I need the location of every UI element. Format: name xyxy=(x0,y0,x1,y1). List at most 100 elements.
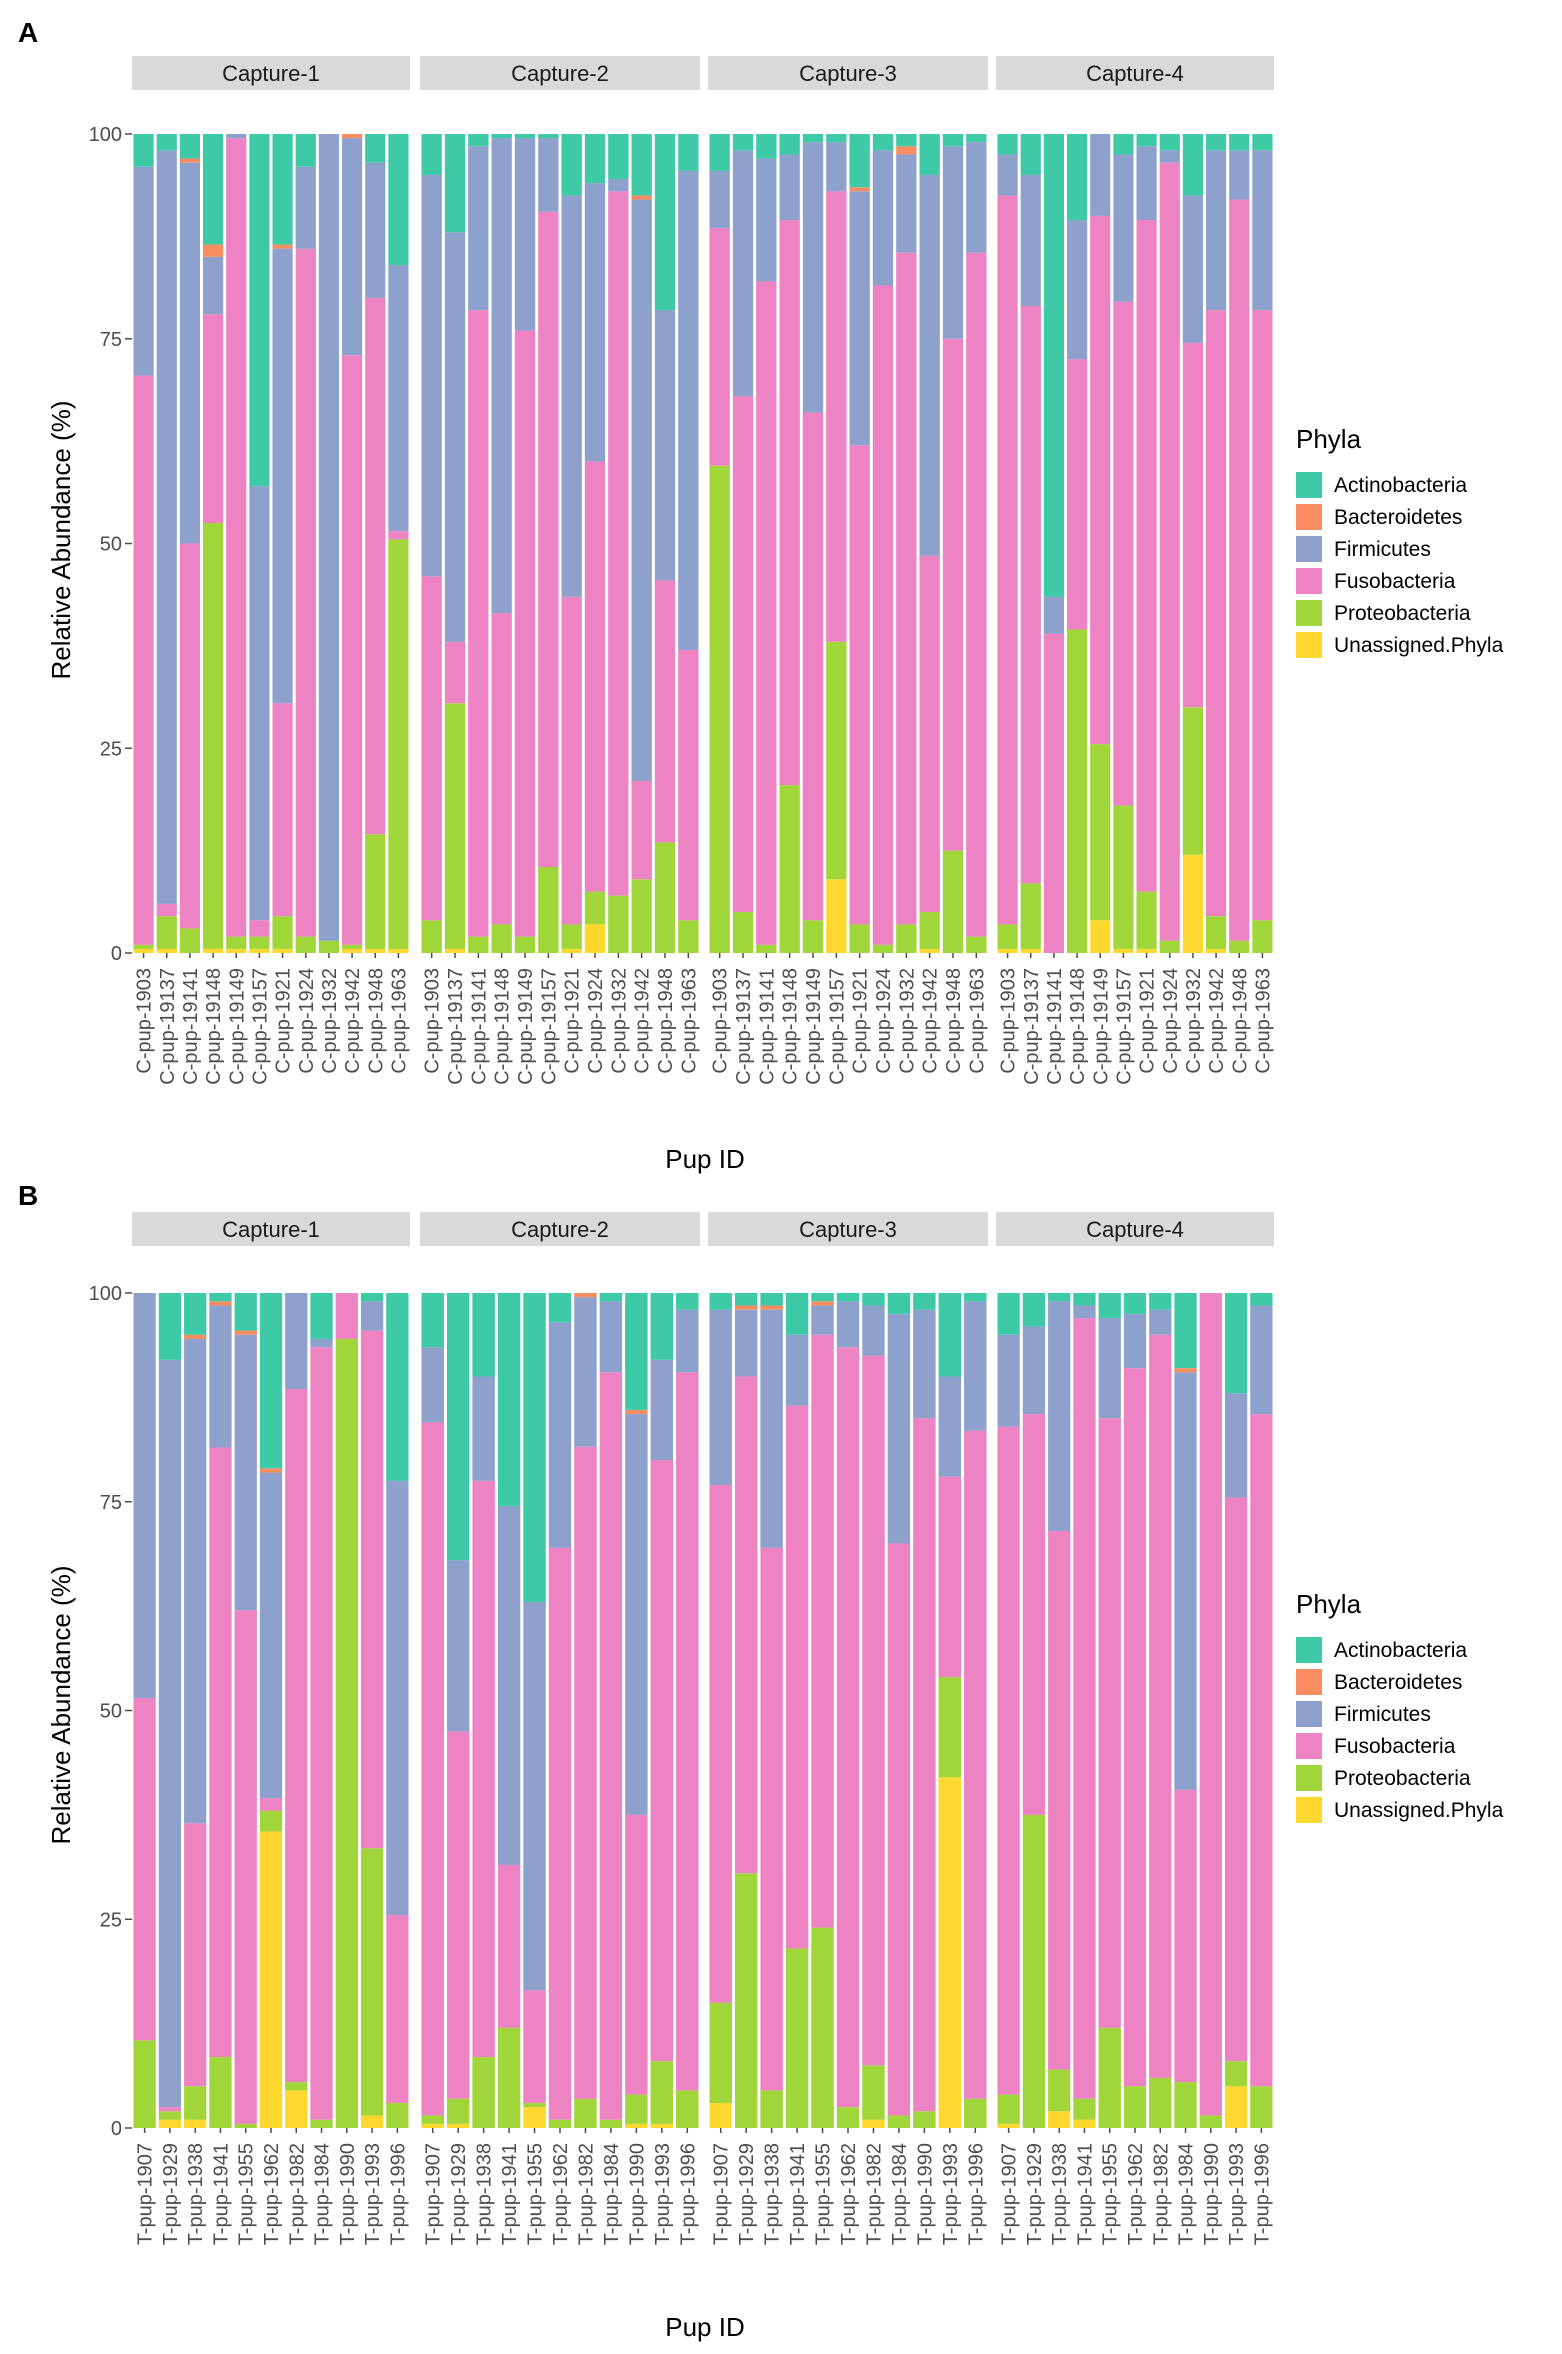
bar-segment-fusobacteria xyxy=(942,338,964,851)
bar-segment-fusobacteria xyxy=(249,920,270,937)
bar-segment-firmicutes xyxy=(249,486,270,921)
stacked-bar-C-pup-1921 xyxy=(1136,134,1157,953)
bar-segment-actinobacteria xyxy=(446,1293,470,1561)
x-tick-label: C-pup-1948 xyxy=(655,968,677,1074)
stacked-bar-C-pup-1948 xyxy=(942,134,964,953)
legend-label-fusobacteria: Fusobacteria xyxy=(1334,570,1456,593)
x-tick-label: T-pup-1984 xyxy=(889,2143,911,2245)
bar-segment-proteobacteria xyxy=(732,912,754,953)
bar-segment-unassigned-phyla xyxy=(421,2123,444,2128)
bar-segment-actinobacteria xyxy=(826,134,847,143)
bar-segment-proteobacteria xyxy=(608,895,629,953)
x-tick-label: C-pup-19148 xyxy=(492,968,514,1085)
bar-segment-proteobacteria xyxy=(1098,2027,1121,2128)
bar-segment-actinobacteria xyxy=(802,134,824,143)
y-axis-title-a: Relative Abundance (%) xyxy=(46,401,76,680)
bar-segment-fusobacteria xyxy=(1224,1497,1248,2062)
bar-segment-actinobacteria xyxy=(133,134,154,167)
x-tick-label: T-pup-1982 xyxy=(1150,2143,1172,2245)
bar-segment-proteobacteria xyxy=(491,924,512,953)
facet-strip-label: Capture-3 xyxy=(799,1217,897,1242)
x-tick-label: T-pup-1996 xyxy=(1251,2143,1273,2245)
bar-segment-proteobacteria xyxy=(1020,883,1041,949)
bar-segment-fusobacteria xyxy=(444,641,466,704)
x-tick-label: T-pup-1962 xyxy=(1125,2143,1147,2245)
bar-segment-actinobacteria xyxy=(997,1293,1020,1335)
stacked-bar-C-pup-1948 xyxy=(365,134,386,953)
bar-segment-fusobacteria xyxy=(966,252,987,937)
bar-segment-proteobacteria xyxy=(964,2098,987,2128)
bar-segment-firmicutes xyxy=(760,1309,783,1548)
bar-segment-fusobacteria xyxy=(1048,1530,1071,2070)
bar-segment-fusobacteria xyxy=(676,1372,699,2091)
stacked-bar-C-pup-1942 xyxy=(919,134,940,953)
bar-segment-firmicutes xyxy=(1229,150,1250,200)
stacked-bar-T-pup-1938 xyxy=(184,1293,207,2128)
bar-segment-firmicutes xyxy=(1022,1326,1046,1415)
bar-segment-actinobacteria xyxy=(872,134,894,151)
bar-segment-firmicutes xyxy=(756,158,777,282)
x-tick-label: C-pup-1921 xyxy=(562,968,584,1074)
bar-segment-fusobacteria xyxy=(1098,1418,1121,2028)
bar-segment-actinobacteria xyxy=(1073,1293,1096,1306)
bar-segment-actinobacteria xyxy=(964,1293,987,1302)
x-tick-label: T-pup-1990 xyxy=(914,2143,936,2245)
facet-capture-3: Capture-3C-pup-1903 C-pup-19137 C-pup-1914… xyxy=(708,56,988,1085)
bar-segment-firmicutes xyxy=(997,154,1018,196)
bar-segment-fusobacteria xyxy=(1252,310,1273,921)
bar-segment-proteobacteria xyxy=(179,928,200,953)
bar-segment-unassigned-phyla xyxy=(561,948,582,953)
x-tick-label: T-pup-1941 xyxy=(1074,2143,1096,2245)
bar-segment-firmicutes xyxy=(676,1309,699,1373)
bar-segment-fusobacteria xyxy=(678,649,699,921)
stacked-bar-T-pup-1929 xyxy=(1022,1293,1046,2128)
bar-segment-actinobacteria xyxy=(811,1293,834,1302)
bar-segment-fusobacteria xyxy=(756,281,777,945)
legend-label-unassigned-phyla: Unassigned.Phyla xyxy=(1334,634,1504,657)
legend-label-firmicutes: Firmicutes xyxy=(1334,538,1431,561)
bar-segment-actinobacteria xyxy=(896,134,917,147)
bar-segment-proteobacteria xyxy=(342,944,363,949)
y-tick-label: 25 xyxy=(100,738,122,760)
y-tick-label: 75 xyxy=(100,1492,122,1514)
bar-segment-proteobacteria xyxy=(997,2094,1020,2124)
bar-segment-actinobacteria xyxy=(497,1293,521,1506)
x-tick-label: C-pup-1948 xyxy=(365,968,387,1074)
bar-segment-proteobacteria xyxy=(1250,2086,1273,2128)
bar-segment-proteobacteria xyxy=(209,2057,232,2128)
bar-segment-unassigned-phyla xyxy=(388,948,409,953)
bar-segment-proteobacteria xyxy=(919,912,940,949)
stacked-bar-C-pup-1924 xyxy=(295,134,316,953)
x-tick-label: C-pup-1932 xyxy=(608,968,630,1074)
bar-segment-unassigned-phyla xyxy=(444,948,466,953)
bar-segment-bacteroidetes xyxy=(234,1330,257,1335)
bar-segment-fusobacteria xyxy=(1043,633,1064,953)
legend-label-actinobacteria: Actinobacteria xyxy=(1334,1639,1467,1662)
bar-segment-fusobacteria xyxy=(514,330,536,937)
stacked-bar-T-pup-1984 xyxy=(1174,1293,1197,2128)
bar-segment-fusobacteria xyxy=(760,1547,783,2091)
facet-capture-1: Capture-1C-pup-1903 C-pup-19137 C-pup-1914… xyxy=(132,56,410,1085)
y-tick-label: 50 xyxy=(100,534,122,556)
bar-segment-proteobacteria xyxy=(760,2090,783,2128)
y-tick-label: 50 xyxy=(100,1701,122,1723)
bar-segment-actinobacteria xyxy=(938,1293,962,1377)
bar-segment-firmicutes xyxy=(826,142,847,192)
bar-segment-firmicutes xyxy=(226,134,247,139)
legend-label-proteobacteria: Proteobacteria xyxy=(1334,1767,1471,1790)
bar-segment-unassigned-phyla xyxy=(1020,948,1041,953)
x-tick-label: T-pup-1938 xyxy=(474,2143,496,2245)
bar-segment-firmicutes xyxy=(491,138,512,614)
legend-swatch-bacteroidetes xyxy=(1296,504,1322,530)
bar-segment-actinobacteria xyxy=(1020,134,1041,175)
stacked-bar-C-pup-19149 xyxy=(226,134,247,953)
bar-segment-proteobacteria xyxy=(421,2115,444,2124)
x-tick-label: C-pup-1932 xyxy=(319,968,341,1074)
bar-segment-proteobacteria xyxy=(872,944,894,953)
bar-segment-firmicutes xyxy=(802,142,824,413)
stacked-bar-T-pup-1929 xyxy=(158,1293,182,2128)
legend-swatch-fusobacteria xyxy=(1296,1733,1322,1759)
bar-segment-unassigned-phyla xyxy=(826,879,847,953)
bar-segment-unassigned-phyla xyxy=(1224,2086,1248,2128)
stacked-bar-C-pup-19149 xyxy=(1090,134,1111,953)
